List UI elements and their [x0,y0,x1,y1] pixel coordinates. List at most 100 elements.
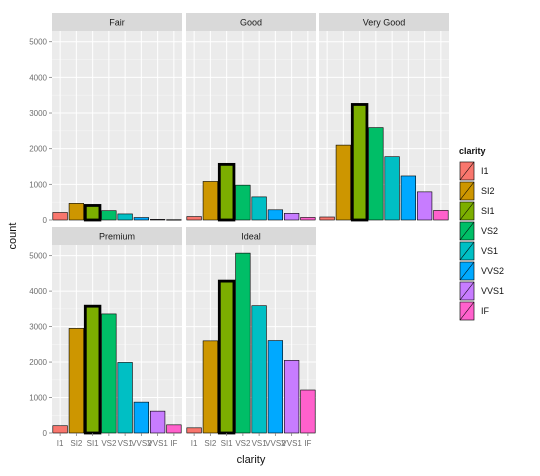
legend-key-slash [459,261,475,281]
bar-fair-vs2 [101,210,117,221]
y-tick-label: 0 [43,429,48,438]
facet-strip-ideal [186,227,316,245]
y-tick-label: 4000 [29,73,47,82]
bar-very-good-vvs2 [400,175,416,221]
bar-very-good-i1 [319,216,335,221]
x-tick-label-vvs2: VVS2 [131,439,152,448]
bar-ideal-si2 [202,340,218,434]
bar-premium-si1 [83,304,102,435]
legend-key-slash [459,181,475,201]
legend-key-slash [459,201,475,221]
bar-ideal-if [300,389,316,434]
x-tick-label-i1: I1 [191,439,198,448]
y-tick-label: 3000 [29,323,47,332]
bar-fair-vvs1 [150,219,166,221]
bar-very-good-vs1 [384,156,400,221]
x-tick-label-vs1: VS1 [118,439,134,448]
legend-label-si2: SI2 [481,186,495,196]
facet-label-very-good: Very Good [363,18,406,28]
legend-title: clarity [459,146,486,156]
bar-premium-vvs2 [133,401,149,434]
x-tick-label-if: IF [170,439,177,448]
bar-very-good-si2 [335,144,351,221]
bar-very-good-vs2 [368,127,384,221]
facet-panel-fair: Fair 0 1000 2000 3000 4000 5000 [29,13,182,225]
y-tick-label: 5000 [29,252,47,261]
x-tick-label-vvs2: VVS2 [265,439,286,448]
legend-label-si1: SI1 [481,206,495,216]
legend-label-vvs1: VVS1 [481,286,504,296]
legend-key-slash [459,161,475,181]
bar-premium-if [166,424,182,434]
facet-label-good: Good [240,18,262,28]
bar-good-vvs2 [267,209,283,221]
bar-fair-si2 [68,203,84,221]
y-tick-label: 2000 [29,145,47,154]
legend-label-if: IF [481,306,490,316]
plot-background [52,31,182,220]
y-tick-label: 1000 [29,394,47,403]
legend-key-slash [459,241,475,261]
bar-ideal-i1 [186,427,202,434]
legend-key-slash [459,281,475,301]
bar-good-if [300,217,316,221]
bar-good-vs1 [251,196,267,221]
y-tick-label: 1000 [29,180,47,189]
y-axis-title: count [7,223,19,250]
legend-label-vvs2: VVS2 [481,266,504,276]
x-tick-label-si1: SI1 [221,439,234,448]
legend-key-slash [459,301,475,321]
bar-premium-si2 [68,328,84,434]
legend-label-vs1: VS1 [481,246,498,256]
bar-very-good-vvs1 [417,191,433,221]
bar-good-i1 [186,216,202,221]
legend-label-i1: I1 [481,166,489,176]
bar-premium-i1 [52,425,68,434]
x-tick-label-si2: SI2 [70,439,83,448]
bar-good-si1 [217,162,236,222]
bar-ideal-si1 [217,279,236,435]
y-tick-label: 0 [43,216,48,225]
bar-good-vvs1 [284,213,300,221]
legend-key-slash [459,221,475,241]
bar-ideal-vs1 [251,305,267,434]
bar-fair-i1 [52,212,68,221]
y-tick-label: 3000 [29,109,47,118]
facet-label-fair: Fair [109,18,125,28]
x-tick-label-vs1: VS1 [252,439,268,448]
x-tick-label-i1: I1 [57,439,64,448]
facet-label-ideal: Ideal [241,232,261,242]
bar-ideal-vvs1 [284,360,300,434]
y-tick-label: 4000 [29,287,47,296]
facet-panel-very-good: Very Good [319,13,449,222]
y-tick-label: 5000 [29,38,47,47]
legend: clarity I1 SI2 SI1 VS2 VS1 VVS2 VVS1 IF [458,146,504,322]
bar-good-si2 [202,181,218,221]
facet-strip-fair [52,13,182,31]
bar-very-good-si1 [350,103,369,222]
x-tick-label-vs2: VS2 [235,439,251,448]
x-tick-label-si2: SI2 [204,439,217,448]
x-tick-label-vs2: VS2 [101,439,117,448]
bar-ideal-vs2 [235,252,251,434]
y-tick-label: 2000 [29,358,47,367]
facet-strip-very-good [319,13,449,31]
bar-premium-vs1 [117,362,133,434]
bar-premium-vs2 [101,313,117,434]
facet-panel-good: Good [186,13,316,222]
legend-label-vs2: VS2 [481,226,498,236]
x-tick-label-si1: SI1 [87,439,100,448]
x-tick-label-if: IF [304,439,311,448]
bar-ideal-vvs2 [267,340,283,434]
x-axis-title: clarity [237,454,266,466]
x-tick-label-vvs1: VVS1 [147,439,168,448]
bar-good-vs2 [235,184,251,221]
facet-label-premium: Premium [99,232,135,242]
bar-fair-vvs2 [133,217,149,221]
bar-premium-vvs1 [150,410,166,434]
bar-fair-si1 [83,204,102,222]
facet-strip-good [186,13,316,31]
